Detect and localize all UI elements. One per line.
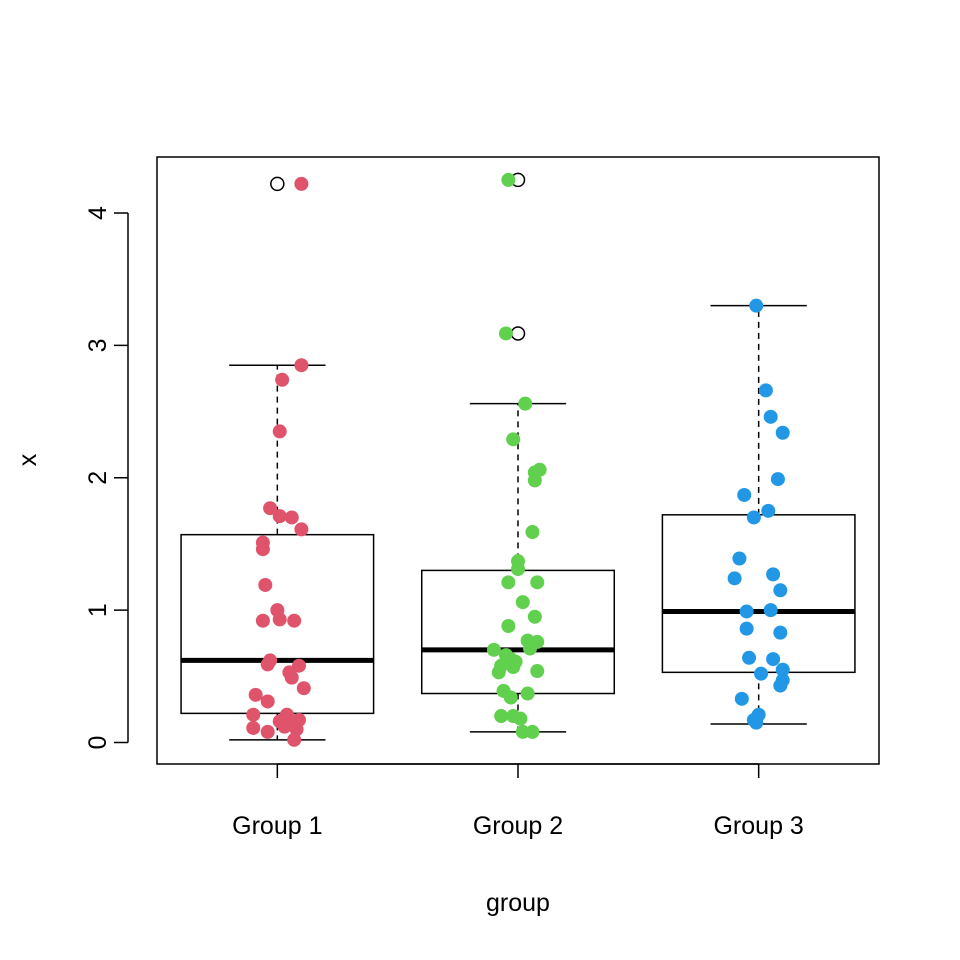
x-axis-title: group [486,889,550,917]
data-point [766,652,781,667]
data-point [506,660,521,675]
data-point [773,678,788,693]
data-point [277,719,292,734]
data-point [260,657,275,672]
data-point [515,724,530,739]
data-point [258,577,273,592]
data-point [518,396,533,411]
data-point [737,487,752,502]
data-point [739,621,754,636]
data-point [506,432,521,447]
data-point [260,694,275,709]
data-point [501,575,516,590]
data-point [294,358,309,373]
box-group [180,176,375,741]
x-tick-label: Group 3 [713,812,803,840]
data-point [523,641,538,656]
data-point [501,172,516,187]
data-point [272,509,287,524]
y-tick-label: 1 [84,603,112,617]
x-tick-label: Group 1 [232,812,322,840]
points-group [727,298,790,730]
data-point [246,707,261,722]
data-point [527,473,542,488]
data-point [734,691,749,706]
data-point [763,409,778,424]
data-point [761,503,776,518]
data-point [742,650,757,665]
data-point [260,724,275,739]
data-point [749,715,764,730]
data-point [530,664,545,679]
data-point [530,575,545,590]
data-point [749,298,764,313]
x-axis: Group 1 Group 2 Group 3 [232,763,804,840]
data-point [515,595,530,610]
data-point [503,690,518,705]
data-point [287,732,302,747]
x-tick-label: Group 2 [473,812,563,840]
data-point [491,665,506,680]
data-point [272,612,287,627]
data-point [287,613,302,628]
data-point [766,567,781,582]
data-point [255,613,270,628]
y-tick-label: 0 [84,736,112,750]
data-point [754,666,769,681]
data-point [294,176,309,191]
y-axis-title: x [14,453,42,466]
data-point [758,383,773,398]
y-tick-label: 2 [84,471,112,485]
data-point [246,720,261,735]
data-point [775,425,790,440]
data-point [520,686,535,701]
data-point [248,687,263,702]
data-point [513,711,528,726]
data-point [255,542,270,557]
data-point [732,551,747,566]
data-point [763,603,778,618]
points-group [486,172,547,739]
data-point [773,583,788,598]
data-point [296,681,311,696]
data-point [498,326,513,341]
data-point [525,724,540,739]
data-point [294,522,309,537]
data-point [284,670,299,685]
data-point [525,525,540,540]
iqr-box [180,533,375,715]
data-point [727,571,742,586]
data-point [263,501,278,516]
data-point [511,562,525,577]
data-point [773,625,788,640]
data-point [494,709,509,724]
y-tick-label: 3 [84,338,112,352]
y-axis: 0 1 2 3 4 [84,206,129,750]
data-point [746,510,761,525]
data-point [775,662,790,677]
data-point [486,642,501,657]
points-layer [246,172,790,747]
data-point [770,472,785,487]
points-group [246,176,311,747]
data-point [739,604,754,619]
outlier-marker [270,176,285,192]
data-point [275,372,290,387]
data-point [501,619,516,634]
data-point [527,609,542,624]
data-point [272,424,287,439]
data-point [289,722,304,737]
data-point [284,510,299,525]
y-tick-label: 4 [84,206,112,220]
